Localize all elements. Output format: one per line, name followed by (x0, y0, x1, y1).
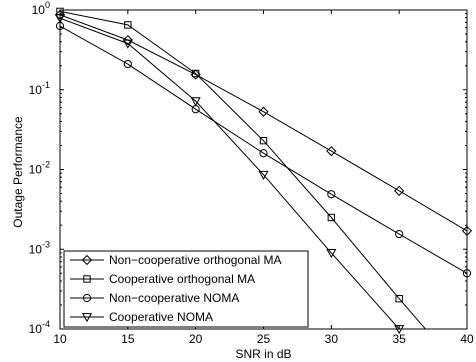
y-tick-label: 10-1 (29, 80, 50, 97)
legend-label: Cooperative NOMA (109, 310, 213, 324)
x-tick-label: 40 (460, 332, 474, 346)
series-4-point (190, 97, 201, 107)
y-tick-label: 10-4 (29, 319, 50, 336)
series-2-point (259, 136, 268, 145)
series-3-point (327, 190, 336, 199)
series-2-point (191, 69, 200, 78)
series-1-point (394, 185, 405, 196)
y-axis-title: Outage Performance (11, 116, 25, 228)
x-tick-label: 30 (325, 332, 339, 346)
series-4-point (122, 39, 133, 49)
y-tick-label: 100 (32, 0, 50, 17)
x-tick-label: 10 (53, 332, 67, 346)
legend-label: Cooperative orthogonal MA (109, 272, 255, 286)
series-4-point (326, 249, 337, 259)
x-tick-label: 35 (392, 332, 406, 346)
legend-marker (81, 254, 93, 266)
series-2-point (395, 294, 403, 303)
x-axis: 10 15 20 25 30 35 40 (53, 10, 474, 346)
series-line-3 (60, 25, 467, 274)
legend-marker (81, 313, 93, 323)
series-1-point (122, 34, 133, 46)
y-tick-label: 10-3 (29, 239, 50, 256)
series-1-point (326, 146, 337, 157)
legend-label: Non−cooperative orthogonal MA (109, 253, 281, 267)
x-tick-label: 15 (121, 332, 135, 346)
series-3-point (395, 229, 404, 239)
series-4-point (258, 170, 269, 180)
y-tick-label: 10-2 (29, 160, 50, 177)
series-3-point (259, 149, 268, 158)
x-tick-label: 20 (189, 332, 203, 346)
legend-label: Non−cooperative NOMA (109, 291, 239, 305)
series-line-2 (60, 10, 427, 329)
series-2-point (327, 213, 336, 222)
x-tick-label: 25 (257, 332, 271, 346)
series-line-4 (60, 17, 400, 329)
series-2-point (124, 21, 132, 29)
legend: Non−cooperative orthogonal MA Cooperative… (63, 250, 309, 328)
series-1-point (258, 106, 269, 117)
legend-marker (82, 293, 92, 303)
legend-marker (83, 275, 91, 283)
series-3-point (123, 59, 132, 69)
x-axis-title: SNR in dB (235, 347, 291, 361)
y-axis: 100 10-1 10-2 10-3 10-4 (29, 0, 467, 336)
legend-box (63, 250, 309, 328)
